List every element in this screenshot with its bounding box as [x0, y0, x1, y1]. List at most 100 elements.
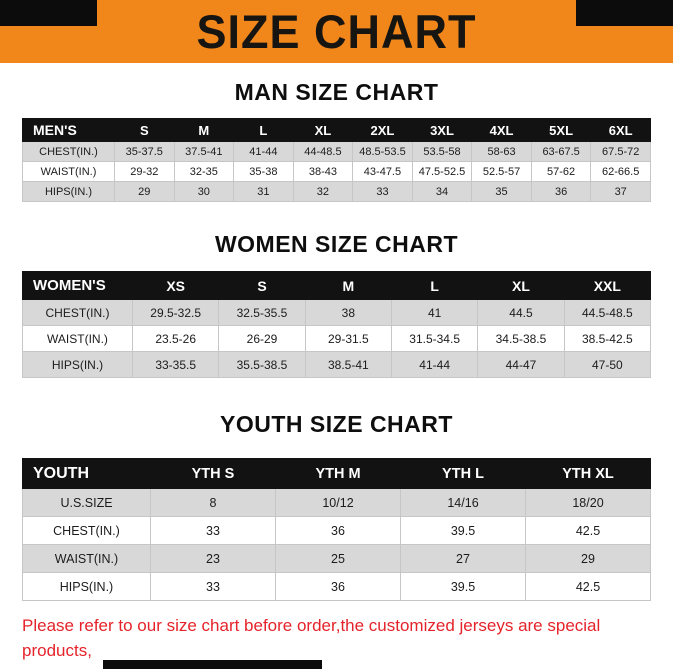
size-value-cell: 53.5-58 — [411, 141, 473, 162]
size-column-header: L — [233, 118, 294, 142]
row-label: WAIST(IN.) — [22, 325, 133, 352]
size-value-cell: 48.5-53.5 — [352, 141, 413, 162]
size-value-cell: 42.5 — [525, 516, 651, 545]
row-label: WAIST(IN.) — [22, 161, 115, 182]
table-row: HIPS(IN.) 33 36 39.5 42.5 — [22, 572, 651, 601]
size-value-cell: 67.5-72 — [590, 141, 651, 162]
table-header-row: MEN'S S M L XL 2XL 3XL 4XL 5XL 6XL — [22, 118, 651, 142]
size-value-cell: 41-44 — [390, 351, 479, 378]
size-value-cell: 36 — [275, 572, 401, 601]
row-label: CHEST(IN.) — [22, 516, 151, 545]
size-value-cell: 44-47 — [477, 351, 565, 378]
table-row: CHEST(IN.) 33 36 39.5 42.5 — [22, 516, 651, 545]
size-column-header: S — [218, 271, 306, 300]
size-column-header: S — [114, 118, 175, 142]
size-column-header: YTH XL — [525, 458, 651, 489]
bottom-black-block — [103, 660, 322, 669]
size-value-cell: 31.5-34.5 — [390, 325, 479, 352]
size-value-cell: 35-38 — [233, 161, 294, 182]
size-column-header: 6XL — [590, 118, 651, 142]
size-value-cell: 44.5 — [477, 299, 565, 326]
section-youth-size-chart: YOUTH SIZE CHART YOUTH YTH S YTH M YTH L YTH… — [0, 411, 673, 601]
size-value-cell: 47.5-52.5 — [411, 161, 473, 182]
size-value-cell: 39.5 — [400, 516, 526, 545]
table-row: HIPS(IN.) 33-35.5 35.5-38.5 38.5-41 41-44 44-… — [22, 351, 652, 378]
size-value-cell: 26-29 — [218, 325, 306, 352]
size-value-cell: 35-37.5 — [114, 141, 175, 162]
table-row: WAIST(IN.) 23.5-26 26-29 29-31.5 31.5-34.5 34… — [22, 325, 652, 352]
size-column-header: 5XL — [530, 118, 592, 142]
size-value-cell: 44.5-48.5 — [563, 299, 652, 326]
women-section-heading: WOMEN SIZE CHART — [214, 231, 459, 257]
size-value-cell: 44-48.5 — [292, 141, 354, 162]
size-value-cell: 42.5 — [525, 572, 651, 601]
corner-block-left — [0, 0, 97, 26]
size-value-cell: 63-67.5 — [530, 141, 592, 162]
footer-line-1: Please refer to our size chart before or… — [22, 616, 601, 660]
size-column-header: XL — [477, 271, 565, 300]
size-value-cell: 47-50 — [563, 351, 652, 378]
size-value-cell: 18/20 — [525, 488, 651, 517]
size-value-cell: 29-32 — [114, 161, 175, 182]
size-value-cell: 27 — [400, 544, 526, 573]
size-value-cell: 39.5 — [400, 572, 526, 601]
size-value-cell: 41 — [390, 299, 479, 326]
youth-size-table: YOUTH YTH S YTH M YTH L YTH XL U.S.SIZE 8 10/12… — [22, 458, 651, 601]
size-value-cell: 33 — [150, 516, 276, 545]
size-value-cell: 38.5-41 — [304, 351, 392, 378]
size-column-header: XXL — [563, 271, 652, 300]
row-label: WAIST(IN.) — [22, 544, 151, 573]
size-value-cell: 34.5-38.5 — [477, 325, 565, 352]
corner-block-right — [576, 0, 673, 26]
size-value-cell: 33 — [352, 181, 413, 202]
size-column-header: YTH L — [400, 458, 526, 489]
row-label: HIPS(IN.) — [22, 181, 115, 202]
size-value-cell: 32 — [292, 181, 354, 202]
size-value-cell: 33-35.5 — [131, 351, 220, 378]
size-value-cell: 30 — [173, 181, 235, 202]
table-corner-header: WOMEN'S — [22, 271, 133, 300]
size-value-cell: 29.5-32.5 — [131, 299, 220, 326]
size-column-header: 2XL — [352, 118, 413, 142]
size-value-cell: 36 — [275, 516, 401, 545]
size-column-header: XL — [292, 118, 354, 142]
size-value-cell: 23 — [150, 544, 276, 573]
title-banner: SIZE CHART — [0, 0, 673, 63]
size-value-cell: 58-63 — [471, 141, 532, 162]
size-value-cell: 14/16 — [400, 488, 526, 517]
table-row: CHEST(IN.) 35-37.5 37.5-41 41-44 44-48.5 48.5… — [22, 141, 651, 162]
women-size-table: WOMEN'S XS S M L XL XXL CHEST(IN.) 29.5-32.5 32.5… — [22, 271, 652, 378]
size-value-cell: 37.5-41 — [173, 141, 235, 162]
size-column-header: 4XL — [471, 118, 532, 142]
size-value-cell: 41-44 — [233, 141, 294, 162]
size-value-cell: 29 — [525, 544, 651, 573]
section-women-size-chart: WOMEN SIZE CHART WOMEN'S XS S M L XL XXL CHEST(… — [0, 231, 673, 378]
size-value-cell: 8 — [150, 488, 276, 517]
size-value-cell: 37 — [590, 181, 651, 202]
size-value-cell: 38.5-42.5 — [563, 325, 652, 352]
size-column-header: M — [304, 271, 392, 300]
size-value-cell: 43-47.5 — [352, 161, 413, 182]
man-section-heading: MAN SIZE CHART — [234, 79, 439, 105]
table-row: WAIST(IN.) 29-32 32-35 35-38 38-43 43-47.5 47.… — [22, 161, 651, 182]
size-value-cell: 29-31.5 — [304, 325, 392, 352]
row-label: HIPS(IN.) — [22, 572, 151, 601]
table-corner-header: MEN'S — [22, 118, 115, 142]
size-value-cell: 52.5-57 — [471, 161, 532, 182]
size-value-cell: 32.5-35.5 — [218, 299, 306, 326]
size-value-cell: 33 — [150, 572, 276, 601]
table-corner-header: YOUTH — [22, 458, 151, 489]
youth-section-heading: YOUTH SIZE CHART — [220, 411, 453, 437]
table-row: U.S.SIZE 8 10/12 14/16 18/20 — [22, 488, 651, 517]
size-value-cell: 57-62 — [530, 161, 592, 182]
size-value-cell: 25 — [275, 544, 401, 573]
size-value-cell: 31 — [233, 181, 294, 202]
row-label: CHEST(IN.) — [22, 141, 115, 162]
size-value-cell: 35.5-38.5 — [218, 351, 306, 378]
table-row: WAIST(IN.) 23 25 27 29 — [22, 544, 651, 573]
size-column-header: 3XL — [411, 118, 473, 142]
row-label: U.S.SIZE — [22, 488, 151, 517]
table-header-row: WOMEN'S XS S M L XL XXL — [22, 271, 652, 300]
size-column-header: XS — [131, 271, 220, 300]
